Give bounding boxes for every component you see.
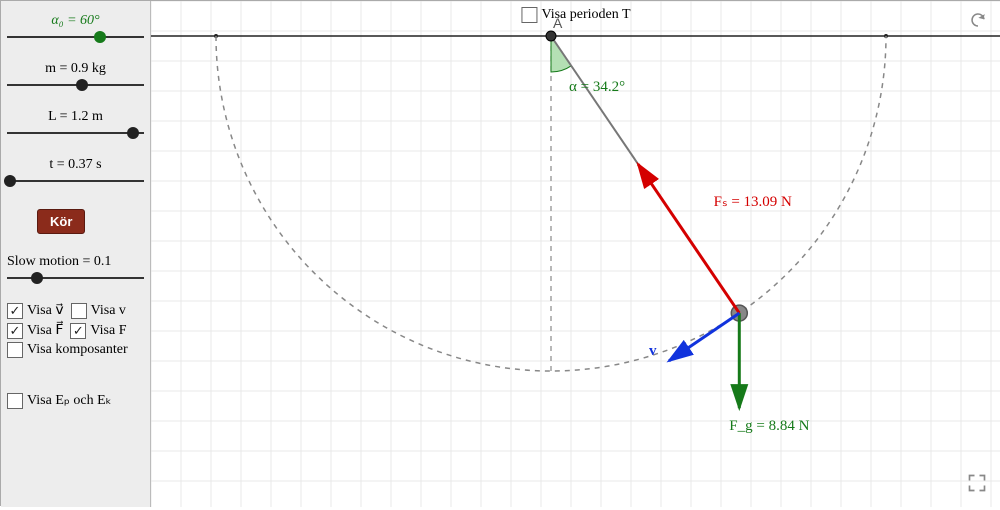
cb-period[interactable] — [521, 7, 537, 23]
svg-text:Fₛ = 13.09 N: Fₛ = 13.09 N — [714, 194, 792, 210]
cb-komposanter[interactable] — [7, 342, 23, 358]
cb-visa-Fvec[interactable] — [7, 323, 23, 339]
slider-alpha0[interactable]: α₀ = 60° — [7, 13, 144, 43]
slider-time[interactable]: t = 0.37 s — [7, 157, 144, 187]
slider-slowmotion-label: Slow motion = 0.1 — [7, 254, 144, 270]
run-button[interactable]: Kör — [37, 209, 85, 234]
refresh-icon[interactable] — [969, 11, 987, 29]
slider-length-label: L = 1.2 m — [7, 109, 144, 125]
cb-visa-v-label: Visa v — [91, 303, 126, 319]
cb-energy[interactable] — [7, 393, 23, 409]
slider-mass-label: m = 0.9 kg — [7, 61, 144, 77]
cb-period-label: Visa perioden T — [541, 7, 630, 23]
cb-energy-label: Visa Eₚ och Eₖ — [27, 392, 112, 409]
cb-visa-v[interactable] — [71, 303, 87, 319]
slider-mass[interactable]: m = 0.9 kg — [7, 61, 144, 91]
slider-time-label: t = 0.37 s — [7, 157, 144, 173]
diagram-canvas: Aα = 34.2°Fₛ = 13.09 NF_g = 8.84 Nv Visa… — [151, 1, 1000, 507]
cb-komposanter-label: Visa komposanter — [27, 342, 128, 358]
cb-visa-F[interactable] — [70, 323, 86, 339]
cb-visa-vvec[interactable] — [7, 303, 23, 319]
fullscreen-icon[interactable] — [967, 473, 987, 493]
pendulum-svg: Aα = 34.2°Fₛ = 13.09 NF_g = 8.84 Nv — [151, 1, 1000, 507]
cb-period-row: Visa perioden T — [521, 7, 630, 23]
slider-slowmotion[interactable]: Slow motion = 0.1 — [7, 254, 144, 284]
svg-text:v: v — [649, 343, 657, 359]
svg-text:F_g = 8.84 N: F_g = 8.84 N — [729, 418, 809, 434]
cb-visa-vvec-label: Visa v⃗ — [27, 302, 64, 319]
cb-visa-F-label: Visa F — [90, 323, 126, 339]
svg-text:α = 34.2°: α = 34.2° — [569, 79, 625, 95]
slider-alpha0-label: α₀ = 60° — [7, 13, 144, 29]
slider-length[interactable]: L = 1.2 m — [7, 109, 144, 139]
control-panel: α₀ = 60° m = 0.9 kg L = 1.2 m t = 0.37 s… — [1, 1, 151, 507]
cb-visa-Fvec-label: Visa F⃗ — [27, 322, 63, 339]
